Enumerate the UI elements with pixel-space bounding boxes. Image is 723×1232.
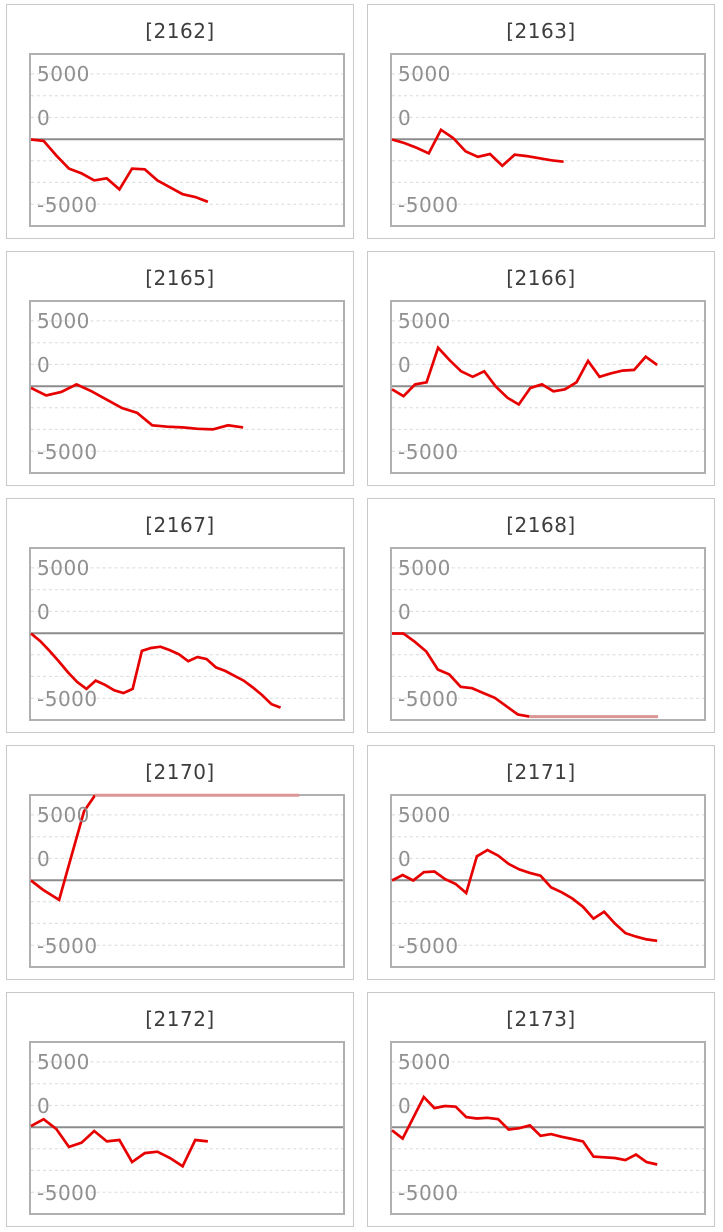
data-series-line — [391, 1094, 658, 1166]
y-axis-label: -5000 — [37, 440, 98, 465]
plot-area: 5000 0 -5000 — [390, 53, 706, 227]
y-axis-label: 0 — [398, 846, 412, 871]
chart-title: [2163] — [506, 19, 576, 43]
y-axis-label: -5000 — [398, 1181, 459, 1206]
line-chart-svg — [391, 1061, 704, 1193]
data-series-line — [392, 632, 530, 718]
chart-panel: [2166] 5000 0 -5000 — [367, 251, 715, 486]
chart-title: [2173] — [506, 1007, 576, 1031]
chart-panel: [2172] 5000 0 -5000 — [6, 992, 354, 1227]
y-axis-label: 5000 — [37, 61, 90, 86]
chart-panel: [2173] 5000 0 -5000 — [367, 992, 715, 1227]
plot-area: 5000 0 -5000 — [29, 793, 345, 968]
plot-area: 5000 0 -5000 — [390, 547, 706, 721]
plot-area: 5000 0 -5000 — [29, 1041, 345, 1215]
data-series-line — [30, 1117, 209, 1169]
y-axis-label: 0 — [37, 1093, 51, 1118]
y-axis-label: -5000 — [37, 687, 98, 712]
plot-area: 5000 0 -5000 — [29, 53, 345, 227]
data-series-line — [30, 632, 282, 709]
y-axis-label: 0 — [398, 1093, 412, 1118]
line-chart-svg — [30, 73, 343, 205]
chart-panel: [2171] 5000 0 -5000 — [367, 745, 715, 980]
line-chart-svg — [392, 567, 704, 719]
y-axis-label: 0 — [398, 352, 412, 377]
chart-panel: [2170] 5000 0 -5000 — [6, 745, 354, 980]
data-series-line — [30, 794, 97, 902]
y-axis-label: 5000 — [398, 802, 451, 827]
chart-panel: [2163] 5000 0 -5000 — [367, 4, 715, 239]
chart-title: [2172] — [145, 1007, 215, 1031]
plot-area: 5000 0 -5000 — [29, 300, 345, 474]
y-axis-label: -5000 — [398, 687, 459, 712]
y-axis-label: -5000 — [37, 1181, 98, 1206]
y-axis-label: 5000 — [398, 61, 451, 86]
chart-title: [2165] — [145, 266, 215, 290]
line-chart-svg — [30, 320, 343, 452]
y-axis-label: 0 — [37, 846, 51, 871]
y-axis-label: -5000 — [37, 934, 98, 959]
data-series-line — [30, 382, 244, 431]
line-chart-svg — [30, 567, 343, 709]
line-chart-svg — [391, 320, 704, 452]
y-axis-label: 5000 — [398, 555, 451, 580]
y-axis-label: 0 — [37, 599, 51, 624]
data-series-line — [391, 127, 564, 168]
y-axis-label: 5000 — [398, 308, 451, 333]
line-chart-svg — [391, 73, 704, 205]
chart-title: [2166] — [506, 266, 576, 290]
plot-area: 5000 0 -5000 — [29, 547, 345, 721]
y-axis-label: 5000 — [37, 555, 90, 580]
y-axis-label: 5000 — [37, 1049, 90, 1074]
y-axis-label: 0 — [398, 599, 412, 624]
chart-panel: [2168] 5000 0 -5000 — [367, 498, 715, 733]
chart-panel: [2162] 5000 0 -5000 — [6, 4, 354, 239]
y-axis-label: 0 — [37, 352, 51, 377]
plot-area: 5000 0 -5000 — [390, 1041, 706, 1215]
line-chart-svg — [30, 793, 343, 946]
line-chart-svg — [30, 1061, 343, 1193]
chart-title: [2168] — [506, 513, 576, 537]
chart-title: [2162] — [145, 19, 215, 43]
y-axis-label: 0 — [398, 105, 412, 130]
chart-panel: [2167] 5000 0 -5000 — [6, 498, 354, 733]
data-series-line — [391, 345, 658, 407]
y-axis-label: 5000 — [398, 1049, 451, 1074]
chart-panel: [2165] 5000 0 -5000 — [6, 251, 354, 486]
y-axis-label: 5000 — [37, 802, 90, 827]
chart-title: [2170] — [145, 760, 215, 784]
y-axis-label: -5000 — [37, 193, 98, 218]
line-chart-svg — [391, 814, 704, 946]
plot-area: 5000 0 -5000 — [390, 794, 706, 968]
y-axis-label: 0 — [37, 105, 51, 130]
chart-title: [2167] — [145, 513, 215, 537]
data-series-line — [30, 138, 209, 204]
y-axis-label: 5000 — [37, 308, 90, 333]
y-axis-label: -5000 — [398, 193, 459, 218]
plot-area: 5000 0 -5000 — [390, 300, 706, 474]
y-axis-label: -5000 — [398, 440, 459, 465]
chart-title: [2171] — [506, 760, 576, 784]
y-axis-label: -5000 — [398, 934, 459, 959]
data-series-line — [391, 848, 658, 943]
